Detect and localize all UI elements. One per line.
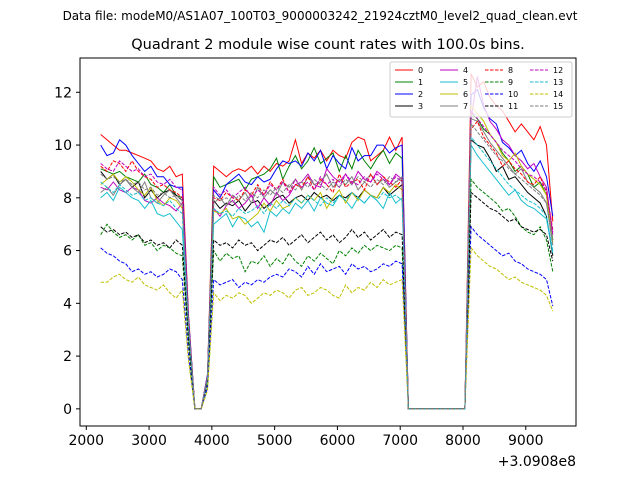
y-tick-label: 10 bbox=[54, 138, 72, 154]
x-tick-label: 4000 bbox=[194, 433, 230, 449]
legend-label-14: 14 bbox=[553, 90, 563, 99]
legend-label-5: 5 bbox=[463, 78, 468, 87]
series-line-2 bbox=[100, 88, 554, 410]
legend-label-3: 3 bbox=[418, 102, 423, 111]
legend-label-10: 10 bbox=[508, 90, 518, 99]
x-tick-label: 2000 bbox=[68, 433, 104, 449]
legend-label-7: 7 bbox=[463, 102, 468, 111]
y-tick-label: 6 bbox=[63, 244, 72, 260]
plot-lines bbox=[100, 73, 554, 410]
series-line-4 bbox=[100, 76, 554, 410]
legend-label-6: 6 bbox=[463, 90, 468, 99]
x-tick-label: 8000 bbox=[445, 433, 481, 449]
x-axis: 2000 3000 4000 5000 6000 7000 8000 9000 bbox=[68, 426, 544, 449]
legend-label-8: 8 bbox=[508, 66, 513, 75]
legend-label-9: 9 bbox=[508, 78, 513, 87]
y-axis: 0 2 4 6 8 10 12 bbox=[54, 85, 80, 418]
legend-label-11: 11 bbox=[508, 102, 518, 111]
chart-suptitle: Data file: modeM0/AS1A07_100T03_90000032… bbox=[63, 9, 578, 23]
y-tick-label: 4 bbox=[63, 296, 72, 312]
legend-label-12: 12 bbox=[553, 66, 563, 75]
legend-label-13: 13 bbox=[553, 78, 563, 87]
chart-title: Quadrant 2 module wise count rates with … bbox=[131, 37, 525, 53]
x-tick-label: 6000 bbox=[320, 433, 356, 449]
series-line-13 bbox=[100, 135, 554, 410]
legend-label-2: 2 bbox=[418, 90, 423, 99]
series-line-7 bbox=[100, 117, 554, 410]
series-line-8 bbox=[100, 120, 554, 410]
series-line-10 bbox=[100, 225, 554, 410]
legend-label-15: 15 bbox=[553, 102, 563, 111]
x-offset-label: +3.0908e8 bbox=[498, 454, 576, 470]
series-line-14 bbox=[100, 246, 554, 410]
series-line-5 bbox=[100, 143, 554, 410]
y-tick-label: 2 bbox=[63, 349, 72, 365]
plot-frame bbox=[79, 57, 577, 427]
series-line-12 bbox=[100, 109, 554, 410]
series-line-11 bbox=[100, 191, 554, 410]
series-line-6 bbox=[100, 104, 554, 410]
x-tick-label: 7000 bbox=[382, 433, 418, 449]
series-line-1 bbox=[100, 112, 554, 410]
legend-label-1: 1 bbox=[418, 78, 423, 87]
y-tick-label: 12 bbox=[54, 85, 72, 101]
legend-box bbox=[389, 61, 573, 118]
legend-label-0: 0 bbox=[418, 66, 423, 75]
y-tick-label: 8 bbox=[63, 191, 72, 207]
series-line-15 bbox=[100, 122, 554, 410]
legend-label-4: 4 bbox=[463, 66, 468, 75]
x-tick-label: 9000 bbox=[508, 433, 544, 449]
y-tick-label: 0 bbox=[63, 402, 72, 418]
series-line-9 bbox=[100, 177, 554, 410]
x-tick-label: 3000 bbox=[131, 433, 167, 449]
x-tick-label: 5000 bbox=[257, 433, 293, 449]
